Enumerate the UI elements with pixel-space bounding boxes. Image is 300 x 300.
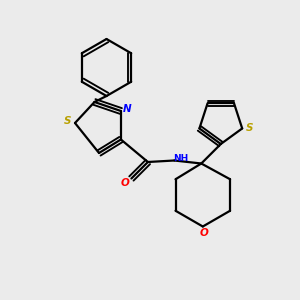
Text: NH: NH: [173, 154, 188, 163]
Text: S: S: [64, 116, 71, 127]
Text: N: N: [123, 104, 132, 115]
Text: O: O: [121, 178, 130, 188]
Text: S: S: [245, 123, 253, 133]
Text: O: O: [199, 228, 208, 238]
